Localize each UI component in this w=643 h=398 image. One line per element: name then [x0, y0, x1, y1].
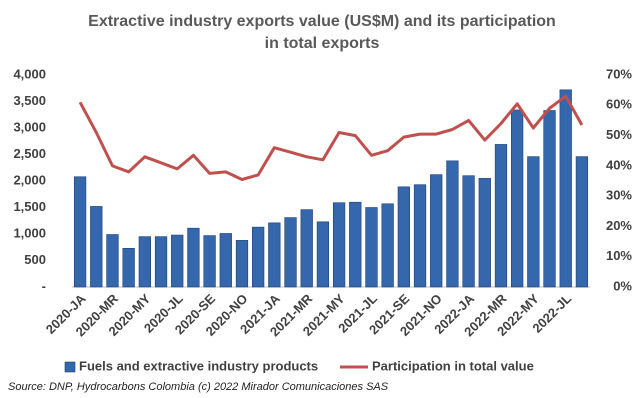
bar	[511, 109, 524, 288]
line	[78, 94, 584, 181]
bar	[154, 236, 168, 288]
bar	[90, 206, 103, 288]
y2-tick-label: 40%	[606, 157, 632, 172]
bar	[446, 160, 459, 288]
bar	[203, 235, 216, 288]
bar	[494, 144, 508, 288]
y-tick-label: 4,000	[13, 66, 46, 81]
y-tick-label: 2,000	[13, 172, 46, 187]
y-tick-label: 1,000	[13, 225, 46, 240]
chart-title: Extractive industry exports value (US$M)…	[88, 13, 556, 30]
legend-swatch	[64, 361, 76, 373]
legend-label: Participation in total value	[372, 358, 534, 373]
y2-tick-label: 20%	[606, 218, 632, 233]
y2-tick-label: 70%	[606, 66, 632, 81]
bar	[543, 110, 556, 288]
chart-title: in total exports	[265, 35, 380, 52]
bar	[73, 176, 87, 288]
bar	[559, 89, 572, 288]
source-note: Source: DNP, Hydrocarbons Colombia (c) 2…	[8, 381, 389, 393]
bar	[430, 174, 443, 288]
y-tick-label: 1,500	[13, 199, 46, 214]
bar	[106, 234, 119, 288]
bar	[138, 236, 151, 288]
y-tick-label: 3,500	[13, 93, 46, 108]
bar	[332, 202, 346, 288]
bar	[397, 186, 410, 288]
bar	[527, 156, 540, 288]
y2-tick-label: 10%	[606, 248, 632, 263]
bar	[413, 184, 427, 288]
y2-tick-label: 30%	[606, 188, 632, 203]
y-tick-label: -	[42, 278, 46, 293]
bar	[171, 234, 184, 288]
bar	[462, 175, 475, 288]
y2-tick-label: 50%	[606, 127, 632, 142]
bar	[316, 221, 330, 288]
bar	[365, 207, 378, 288]
bar	[381, 203, 394, 288]
bar	[122, 248, 135, 288]
y2-tick-label: 0%	[613, 278, 632, 293]
y-tick-label: 3,000	[13, 119, 46, 134]
bar	[219, 233, 232, 288]
y-tick-label: 2,500	[13, 146, 46, 161]
y-tick-label: 500	[24, 252, 46, 267]
bar	[349, 201, 362, 288]
bar	[300, 209, 313, 288]
y2-tick-label: 60%	[606, 97, 632, 112]
bar	[478, 178, 491, 288]
legend-label: Fuels and extractive industry products	[79, 358, 318, 373]
bar	[268, 222, 281, 288]
bar	[284, 217, 297, 288]
bar	[187, 227, 200, 288]
bar	[575, 156, 589, 288]
bar	[235, 240, 249, 288]
bar	[252, 226, 265, 288]
